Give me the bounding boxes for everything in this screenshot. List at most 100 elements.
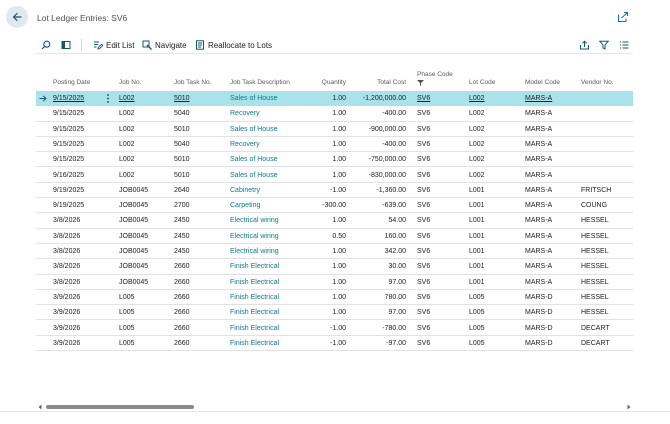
col-header-model-code[interactable]: Model Code [525,79,561,86]
table-row[interactable]: 9/15/2025 L002 5010 Sales of House 1.00 -900,… [36,122,633,137]
cell-job-task-description[interactable]: Sales of House [230,125,278,133]
cell-job-task-description[interactable]: Finish Electrical [230,324,280,332]
filter-button[interactable] [599,37,609,53]
cell-total-cost: -830,000.00 [368,171,406,179]
table-row[interactable]: 3/8/2026 JOB0045 2450 Electrical wiring 0.50… [36,229,633,244]
cell-job-task-no: 5010 [174,125,190,133]
cell-lot-code: L002 [469,156,485,164]
table-row[interactable]: 3/8/2026 JOB0045 2660 Finish Electrical 1.00… [36,275,633,290]
cell-job-task-description[interactable]: Finish Electrical [230,293,280,301]
table-row[interactable]: 3/9/2026 L005 2660 Finish Electrical -1.00 -7… [36,321,633,336]
horizontal-scrollbar[interactable] [36,403,633,411]
cell-job-task-description[interactable]: Finish Electrical [230,278,280,286]
cell-posting-date: 9/19/2025 [53,186,85,194]
table-row[interactable]: 3/8/2026 JOB0045 2450 Electrical wiring 1.00… [36,213,633,229]
cell-quantity: 1.00 [332,156,346,164]
col-header-job-no[interactable]: Job No. [119,79,142,86]
table-row[interactable]: 9/16/2025 L002 5010 Sales of House 1.00 -830,… [36,168,633,183]
cell-model-code: MARS-A [525,95,553,102]
navigate-button[interactable]: Navigate [142,37,187,53]
cell-job-no: L002 [119,140,135,148]
cell-job-task-no: 5010 [174,95,190,102]
cell-job-task-description[interactable]: Electrical wiring [230,217,279,225]
arrow-left-icon [12,12,22,22]
cell-job-task-description[interactable]: Finish Electrical [230,263,280,271]
cell-phase-code: SV6 [417,278,431,286]
cell-posting-date: 9/19/2025 [53,202,85,210]
col-header-quantity[interactable]: Quantity [321,79,346,86]
cell-job-task-description[interactable]: Electrical wiring [230,248,279,255]
cell-job-task-description[interactable]: Sales of House [230,156,278,164]
cell-posting-date: 9/16/2025 [53,171,85,179]
cell-lot-code: L001 [469,278,485,286]
cell-job-task-description[interactable]: Sales of House [230,95,278,102]
more-vertical-icon[interactable] [105,93,111,104]
cell-lot-code: L001 [469,202,485,210]
cell-job-task-description[interactable]: Recovery [230,110,260,118]
col-header-total-cost[interactable]: Total Cost [377,79,406,86]
cell-job-task-description[interactable]: Recovery [230,140,260,148]
cell-lot-code: L002 [469,140,485,148]
cell-phase-code: SV6 [417,324,431,332]
cell-model-code: MARS-D [525,324,553,332]
cell-job-task-description[interactable]: Finish Electrical [230,309,280,317]
search-button[interactable] [41,37,51,53]
cell-job-task-description[interactable]: Electrical wiring [230,232,279,240]
edit-list-button[interactable]: Edit List [93,37,134,53]
navigate-icon [142,40,152,50]
cell-job-task-no: 2700 [174,202,190,210]
cell-model-code: MARS-D [525,309,553,317]
reallocate-to-lots-button[interactable]: Reallocate to Lots [195,37,272,53]
cell-job-task-description[interactable]: Sales of House [230,171,278,179]
col-header-job-task-description[interactable]: Job Task Description [230,79,290,86]
cell-vendor-no: HESSEL [581,309,609,317]
table-row[interactable]: 3/9/2026 L005 2660 Finish Electrical 1.00 780… [36,290,633,306]
cell-job-task-description[interactable]: Finish Electrical [230,339,280,347]
cell-job-no: L005 [119,339,135,347]
col-header-posting-date[interactable]: Posting Date [53,79,91,86]
col-header-phase-code[interactable]: Phase Code [417,71,453,86]
cell-quantity: 1.00 [332,110,346,118]
popout-button[interactable] [617,10,631,24]
col-header-vendor-no[interactable]: Vendor No. [581,79,614,86]
table-row[interactable]: 9/19/2025 JOB0045 2640 Cabinetry -1.00 -1,360… [36,183,633,199]
table-row[interactable]: 9/15/2025 L002 5010 Sales of House 1.00 -750,… [36,152,633,168]
share-button[interactable] [579,37,590,53]
table-row[interactable]: 3/8/2026 JOB0045 2450 Electrical wiring 1.00… [36,244,633,260]
table-row[interactable]: 3/9/2026 L005 2660 Finish Electrical 1.00 97.… [36,305,633,321]
cell-job-task-no: 2660 [174,278,190,286]
table-row[interactable]: 3/8/2026 JOB0045 2660 Finish Electrical 1.00… [36,259,633,275]
cell-job-no: L002 [119,110,135,118]
cell-posting-date: 3/9/2026 [53,293,81,301]
cell-job-task-description[interactable]: Carpeting [230,202,261,210]
cell-model-code: MARS-A [525,232,553,240]
edit-list-label: Edit List [106,40,135,50]
cell-lot-code: L002 [469,110,485,118]
cell-job-task-no: 2660 [174,309,190,317]
cell-model-code: MARS-A [525,186,553,194]
list-view-button[interactable] [619,37,629,53]
cell-posting-date: 3/9/2026 [53,339,81,347]
table-row[interactable]: 9/19/2025 JOB0045 2700 Carpeting -300.00 -639… [36,198,633,214]
cell-vendor-no: COUNG [581,202,608,210]
table-row[interactable]: 9/15/2025 L002 5010 Sales of House 1.00 -1,20… [36,91,633,107]
cell-job-no: L005 [119,293,135,301]
table-row[interactable]: 9/15/2025 L002 5040 Recovery 1.00 -400.00 SV6 L… [36,106,633,122]
col-header-lot-code[interactable]: Lot Code [469,79,496,86]
cell-job-task-description[interactable]: Cabinetry [230,186,260,194]
view-layout-button[interactable] [61,37,71,53]
chevron-left-icon[interactable] [37,404,43,410]
table-row[interactable]: 9/15/2025 L002 5040 Recovery 1.00 -400.00 SV6 L… [36,137,633,153]
chevron-right-icon[interactable] [626,404,632,410]
cell-quantity: 1.00 [332,140,346,148]
cell-phase-code: SV6 [417,125,431,133]
cell-job-no: JOB0045 [119,186,149,194]
cell-job-task-no: 5010 [174,171,190,179]
scrollbar-thumb[interactable] [46,405,194,409]
cell-job-task-no: 2640 [174,186,190,194]
col-header-job-task-no[interactable]: Job Task No. [174,79,212,86]
cell-job-task-no: 2660 [174,324,190,332]
table-row[interactable]: 3/9/2026 L005 2660 Finish Electrical -1.00 -9… [36,336,633,352]
cell-job-no: L005 [119,324,135,332]
back-button[interactable] [6,6,28,28]
